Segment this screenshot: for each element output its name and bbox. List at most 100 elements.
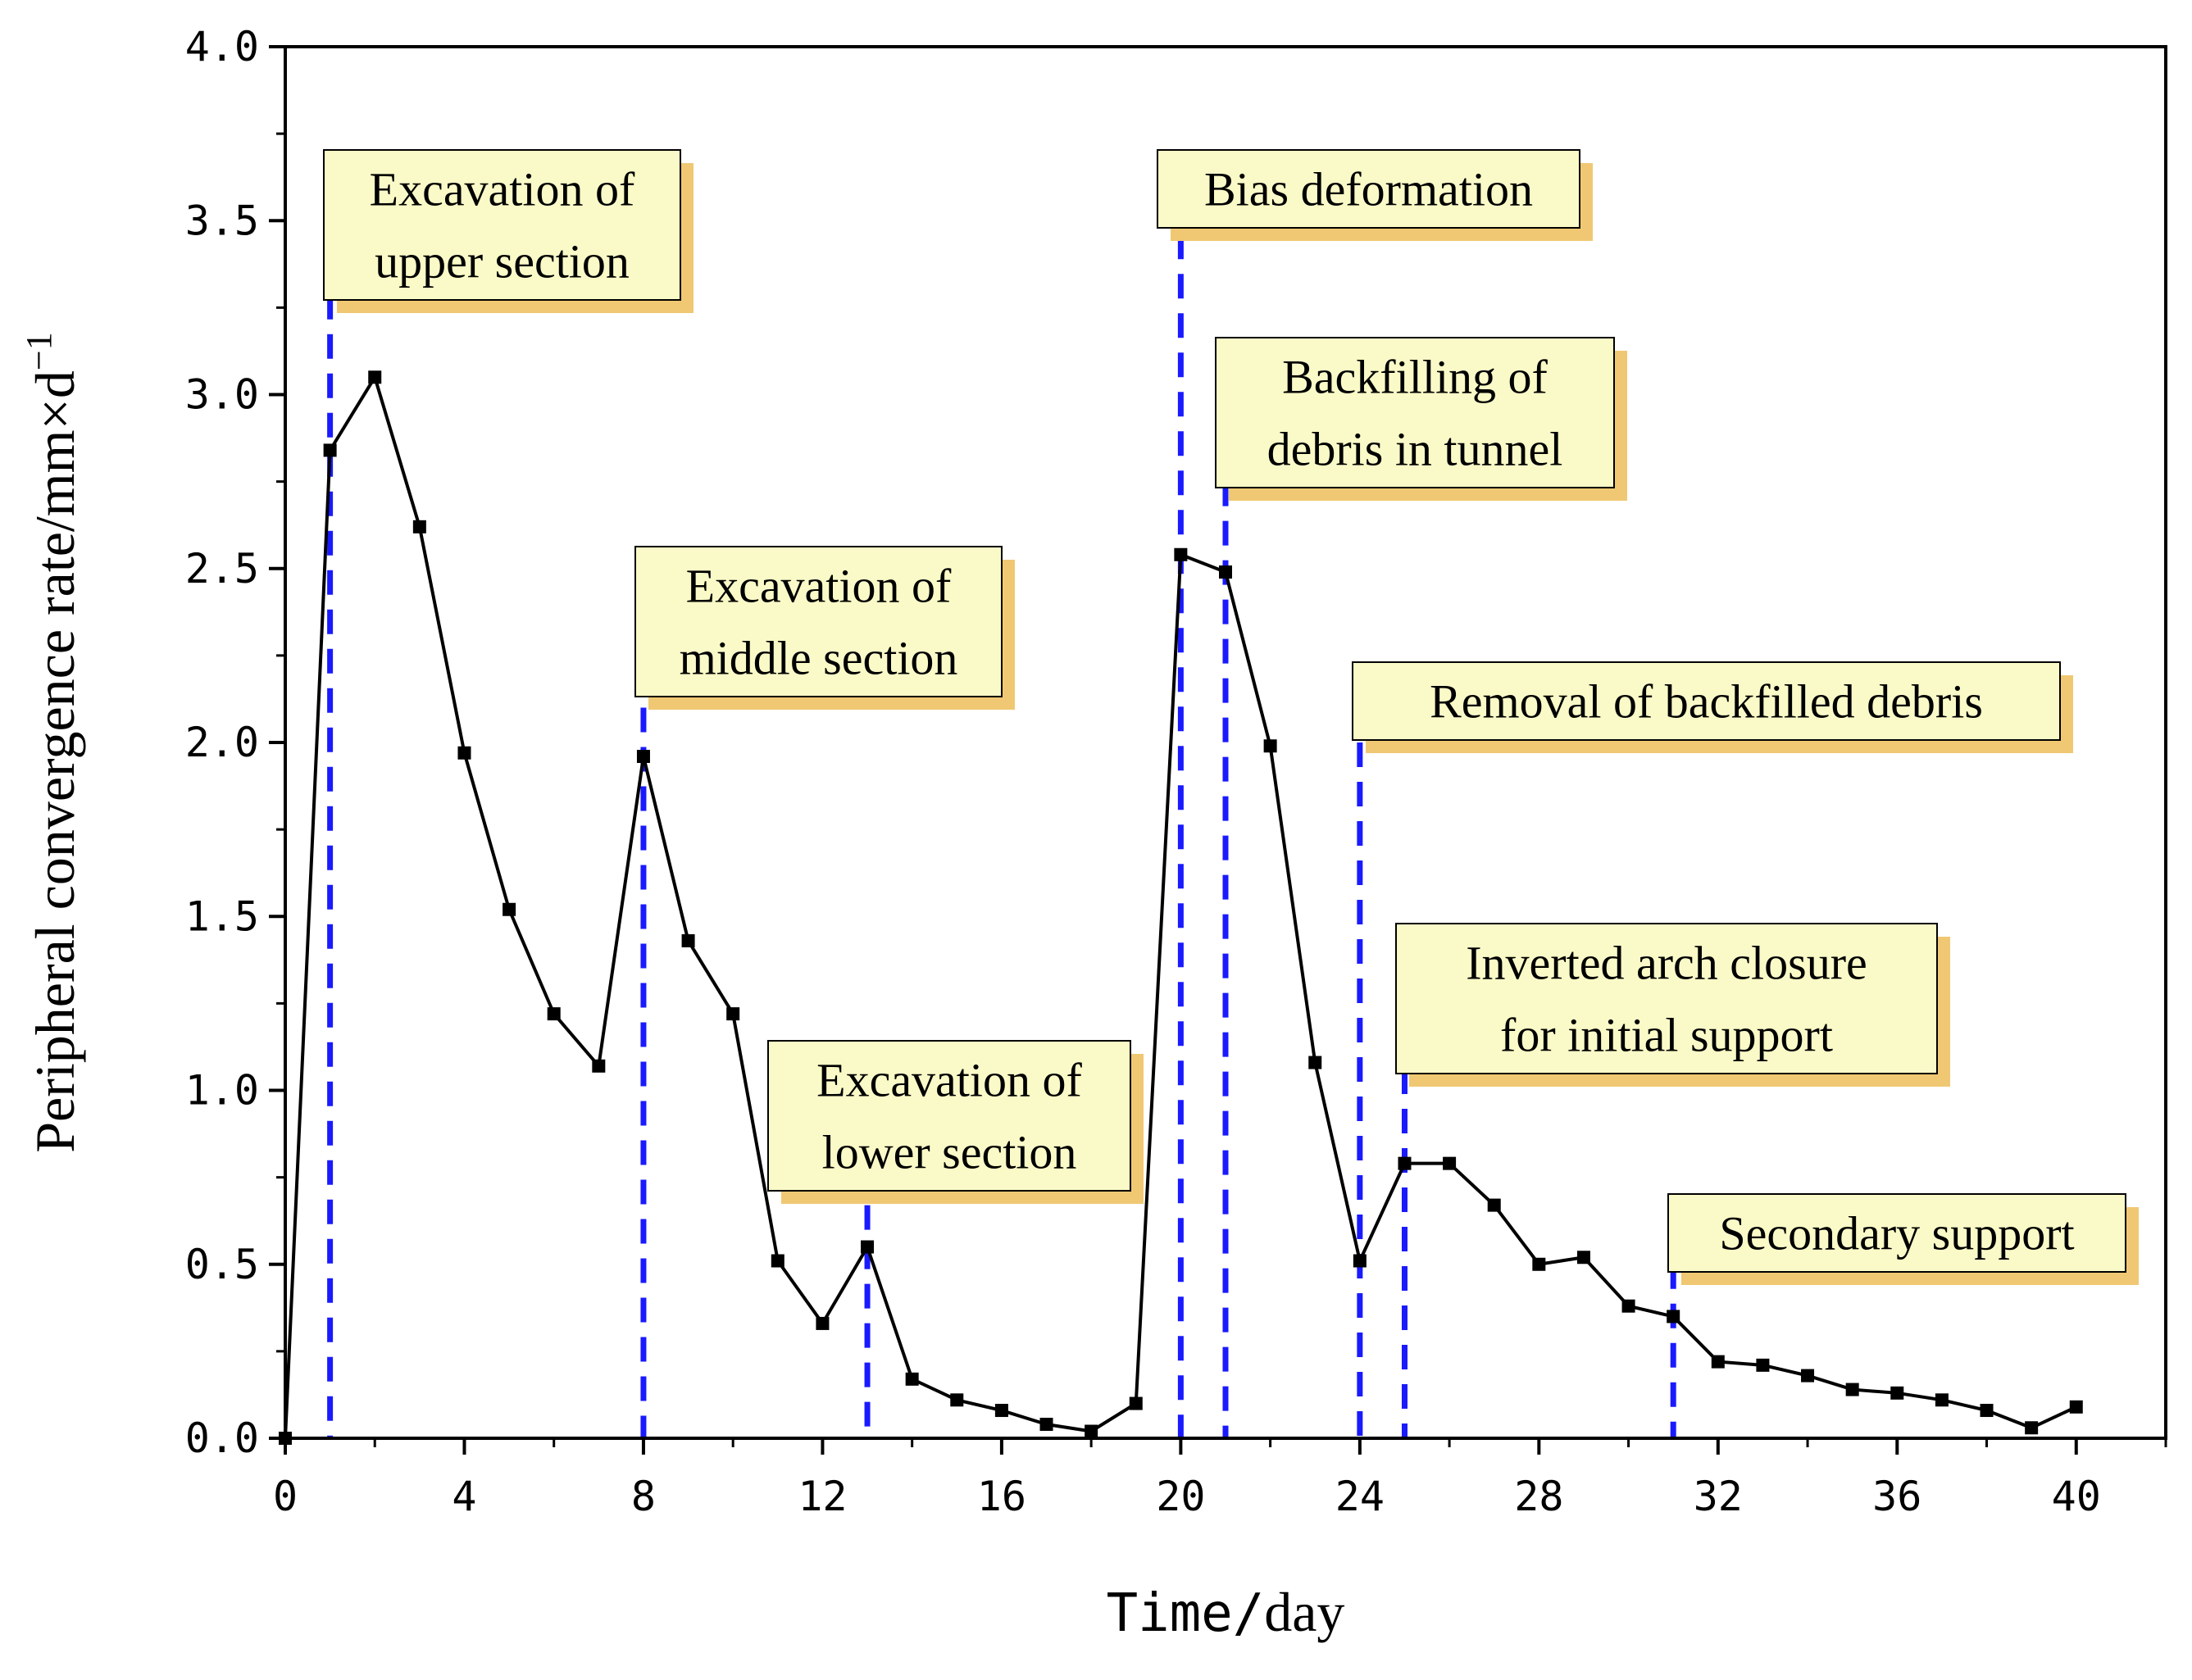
data-point (2025, 1421, 2039, 1435)
x-tick-label: 16 (977, 1473, 1026, 1520)
data-point (592, 1059, 606, 1073)
series-layer (279, 370, 2083, 1445)
data-point (1711, 1355, 1725, 1369)
annotation-text: Secondary support (1719, 1207, 2074, 1260)
y-axis-title-main: Peripheral convergence rate/mm×d (24, 370, 86, 1153)
annotation-background (1157, 149, 1580, 229)
data-point (861, 1240, 875, 1254)
data-point (1667, 1310, 1680, 1324)
y-tick-label: 0.0 (185, 1414, 259, 1462)
x-tick-label: 8 (631, 1473, 656, 1520)
annotation-background (1395, 923, 1938, 1074)
annotation-text: upper section (375, 235, 630, 288)
data-point (1039, 1418, 1053, 1432)
data-point (816, 1316, 830, 1330)
x-tick-label: 0 (273, 1473, 298, 1520)
annotation-box: Secondary support (1667, 1193, 2139, 1285)
data-point (681, 933, 695, 947)
annotation-box: Inverted arch closure for initial support (1395, 923, 1950, 1087)
y-tick-label: 3.5 (185, 197, 259, 244)
annotation-background (1215, 337, 1615, 488)
data-point (412, 520, 426, 534)
data-point (1263, 739, 1277, 753)
y-axis-title-exponent: −1 (19, 332, 59, 370)
data-point (368, 370, 382, 384)
data-point (323, 443, 337, 457)
data-point (2069, 1400, 2083, 1414)
annotation-box: Removal of backfilled debris (1352, 661, 2073, 753)
annotation-text: lower section (822, 1126, 1077, 1179)
x-axis-title-unit: day (1264, 1581, 1344, 1643)
y-tick-label: 3.0 (185, 371, 259, 419)
data-point (1756, 1358, 1770, 1372)
x-tick-label: 24 (1335, 1473, 1385, 1520)
data-point (1532, 1257, 1546, 1271)
data-point (547, 1007, 561, 1021)
annotation-text: Excavation of (686, 560, 952, 613)
data-point (457, 746, 471, 760)
x-tick-label: 12 (798, 1473, 847, 1520)
y-tick-label: 0.5 (185, 1241, 259, 1288)
annotation-box: Excavation of middle section (634, 546, 1015, 710)
annotation-background (1667, 1193, 2126, 1273)
y-tick-label: 2.5 (185, 545, 259, 593)
data-point (1353, 1254, 1367, 1268)
event-lines (327, 234, 1676, 1438)
data-point (1219, 565, 1232, 579)
annotation-text: middle section (680, 632, 958, 685)
annotation-text: for initial support (1500, 1009, 1833, 1062)
y-tick-label: 4.0 (185, 23, 259, 70)
annotation-background (767, 1040, 1131, 1192)
axes: 0 4 8 12 16 20 24 28 32 36 40 0.0 0.5 1.0 1.5 2.0 2.5 3.0… (185, 23, 2167, 1520)
data-point (1174, 547, 1188, 561)
x-axis-title: Time/day (1107, 1581, 1345, 1644)
data-point (994, 1404, 1008, 1418)
data-point (1621, 1299, 1635, 1313)
data-point (1845, 1383, 1859, 1396)
y-tick-label: 1.0 (185, 1067, 259, 1115)
data-point (1935, 1393, 1949, 1407)
annotation-text: Excavation of (816, 1054, 1082, 1107)
annotation-text: Bias deformation (1204, 163, 1533, 216)
annotation-text: Inverted arch closure (1466, 937, 1867, 990)
data-point (1576, 1251, 1590, 1265)
annotation-text: Excavation of (370, 163, 635, 216)
annotation-background (1352, 661, 2061, 741)
data-point (771, 1254, 784, 1268)
annotations: Excavation of upper section Excavation of m… (323, 149, 2139, 1285)
data-point (1890, 1386, 1904, 1400)
data-point (1980, 1404, 1994, 1418)
data-point (905, 1372, 919, 1386)
annotation-background (323, 149, 681, 301)
x-tick-label: 28 (1514, 1473, 1563, 1520)
data-point (503, 902, 516, 916)
data-point (1487, 1198, 1501, 1212)
data-point (1398, 1156, 1412, 1170)
data-point (1801, 1369, 1815, 1383)
data-point (1308, 1056, 1322, 1069)
x-tick-label: 20 (1156, 1473, 1205, 1520)
annotation-text: Backfilling of (1282, 351, 1548, 404)
y-tick-label: 2.0 (185, 719, 259, 766)
x-tick-label: 36 (1872, 1473, 1921, 1520)
annotation-text: Removal of backfilled debris (1430, 675, 1983, 729)
x-axis-title-quantity: Time/ (1107, 1583, 1265, 1644)
data-point (1085, 1424, 1098, 1438)
data-point (636, 749, 650, 763)
annotation-box: Bias deformation (1157, 149, 1593, 241)
data-point (726, 1007, 740, 1021)
y-tick-label: 1.5 (185, 892, 259, 940)
y-axis-title: Peripheral convergence rate/mm×d−1 (19, 332, 86, 1153)
annotation-background (634, 546, 1003, 697)
data-point (950, 1393, 964, 1407)
data-point (1443, 1156, 1457, 1170)
annotation-box: Excavation of upper section (323, 149, 694, 313)
x-tick-label: 4 (452, 1473, 476, 1520)
annotation-box: Excavation of lower section (767, 1040, 1144, 1204)
x-tick-label: 40 (2052, 1473, 2101, 1520)
data-point (1129, 1396, 1143, 1410)
annotation-box: Backfilling of debris in tunnel (1215, 337, 1627, 501)
annotation-text: debris in tunnel (1267, 423, 1563, 476)
x-tick-label: 32 (1694, 1473, 1743, 1520)
